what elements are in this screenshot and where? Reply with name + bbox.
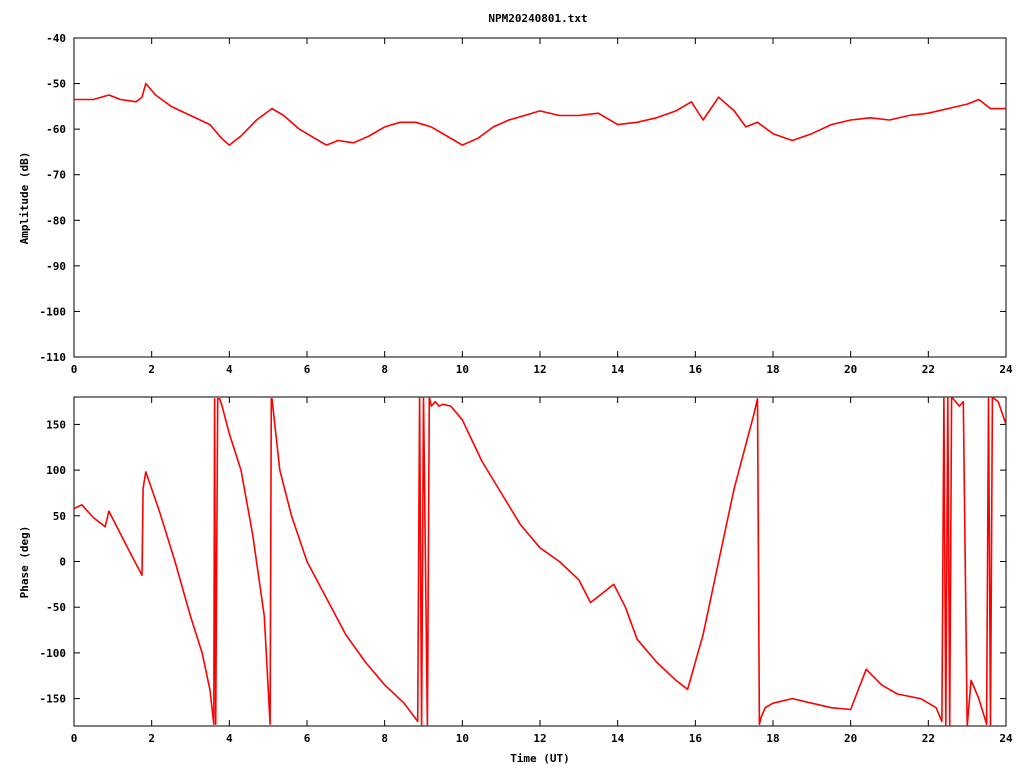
x-tick-label: 2: [148, 732, 155, 745]
y-tick-label: -80: [46, 214, 66, 227]
y-tick-label: -100: [40, 647, 67, 660]
x-tick-label: 22: [922, 732, 935, 745]
chart-title: NPM20240801.txt: [488, 12, 587, 25]
phase-panel: 0 2 4 6 8 10 12 14 16 18 20 22 24150100500-50-100-15…: [40, 396, 1013, 745]
y-tick-label: 100: [46, 464, 66, 477]
x-tick-label: 4: [226, 363, 233, 376]
y-tick-label: 150: [46, 418, 66, 431]
x-tick-label: 24: [999, 363, 1013, 376]
x-tick-label: 22: [922, 363, 935, 376]
x-tick-label: 2: [148, 363, 155, 376]
time-axis-label: Time (UT): [510, 752, 570, 765]
y-tick-label: -50: [46, 78, 66, 91]
x-tick-label: 0: [71, 363, 78, 376]
y-tick-label: -40: [46, 32, 66, 45]
x-tick-label: 14: [611, 363, 625, 376]
x-tick-label: 20: [844, 363, 857, 376]
x-tick-label: 10: [456, 363, 469, 376]
y-tick-label: -110: [40, 351, 67, 364]
amplitude-panel: 0 2 4 6 8 10 12 14 16 18 20 22 24-40-50-60-70-80-90-…: [40, 32, 1013, 376]
x-tick-label: 10: [456, 732, 469, 745]
y-tick-label: -90: [46, 260, 66, 273]
x-tick-label: 14: [611, 732, 625, 745]
x-tick-label: 12: [533, 732, 546, 745]
x-tick-label: 18: [766, 363, 779, 376]
x-tick-label: 4: [226, 732, 233, 745]
x-tick-label: 6: [304, 363, 311, 376]
y-tick-label: -150: [40, 693, 67, 706]
x-tick-label: 16: [689, 363, 703, 376]
y-tick-label: 0: [59, 556, 66, 569]
amplitude-axis-label: Amplitude (dB): [18, 152, 31, 245]
y-tick-label: -100: [40, 305, 67, 318]
x-tick-label: 8: [381, 732, 388, 745]
y-tick-label: -50: [46, 601, 66, 614]
x-tick-label: 12: [533, 363, 546, 376]
x-tick-label: 16: [689, 732, 703, 745]
y-tick-label: -60: [46, 123, 66, 136]
plot-frame: [73, 37, 1007, 358]
x-tick-label: 8: [381, 363, 388, 376]
x-tick-label: 20: [844, 732, 857, 745]
y-tick-label: 50: [53, 510, 66, 523]
series-line: [74, 82, 1006, 146]
x-tick-label: 6: [304, 732, 311, 745]
x-tick-label: 24: [999, 732, 1013, 745]
x-tick-label: 0: [71, 732, 78, 745]
x-tick-label: 18: [766, 732, 779, 745]
phase-axis-label: Phase (deg): [18, 526, 31, 599]
y-tick-label: -70: [46, 169, 66, 182]
series-line: [74, 397, 1006, 726]
